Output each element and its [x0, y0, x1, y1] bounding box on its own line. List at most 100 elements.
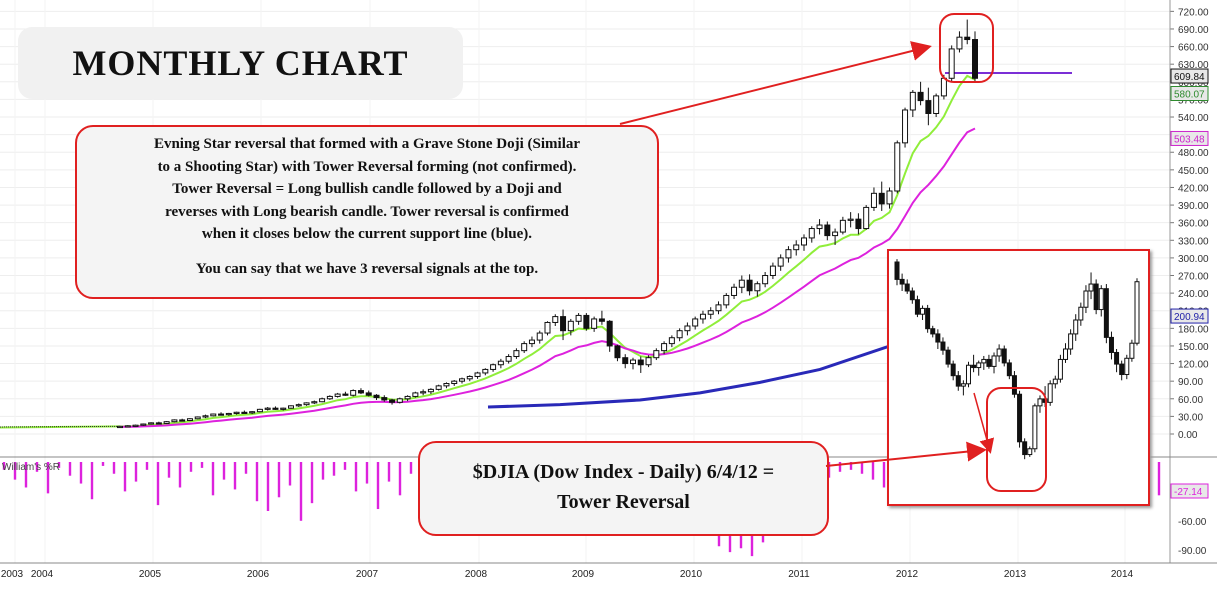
bull-candle	[676, 330, 683, 339]
bear-candle	[824, 224, 831, 237]
bull-candle	[738, 279, 745, 288]
bull-candle	[148, 422, 155, 425]
price-tag	[1170, 85, 1209, 101]
indicator-tick-label: -60.00	[1178, 517, 1207, 528]
y-tick-label: 480.00	[1178, 148, 1209, 159]
x-axis: 2003 2004 2005 2006 2007 2008 2009 2010 2011 2012…	[1, 569, 1134, 580]
dow-bull-candle	[981, 358, 987, 364]
dow-bull-candle	[1134, 281, 1140, 344]
dow-bull-candle	[1037, 398, 1043, 407]
callout-line: Tower Reversal = Long bullish candle fol…	[172, 181, 562, 197]
bull-candle	[777, 257, 784, 267]
dow-bear-candle	[1042, 398, 1048, 403]
y-tick-label: 0.00	[1178, 430, 1198, 441]
y-tick-label: 660.00	[1178, 43, 1209, 54]
bear-candle	[272, 407, 279, 410]
bull-candle	[194, 416, 201, 420]
y-tick-label: 450.00	[1178, 166, 1209, 177]
y-tick-label: 180.00	[1178, 324, 1209, 335]
dow-bull-candle	[960, 383, 966, 387]
bull-candle	[653, 350, 660, 359]
dow-bear-candle	[904, 283, 910, 292]
bull-candle	[233, 411, 240, 414]
bull-candle	[661, 343, 668, 352]
bull-candle	[839, 219, 846, 233]
bull-candle	[396, 398, 403, 403]
x-tick-label: 2010	[680, 569, 703, 580]
y-tick-label: 390.00	[1178, 201, 1209, 212]
bull-candle	[684, 325, 691, 332]
bull-candle	[956, 36, 963, 50]
dow-bear-candle	[899, 278, 905, 285]
dow-bull-candle	[920, 307, 926, 315]
bull-candle	[210, 413, 217, 417]
x-tick-label: 2012	[896, 569, 919, 580]
bull-candle	[847, 218, 854, 221]
price-tag	[1170, 308, 1209, 324]
indicator-tag-label: -27.14	[1174, 487, 1203, 498]
dow-inset-chart	[894, 259, 1140, 460]
bull-candle	[490, 364, 497, 370]
bear-candle	[606, 320, 613, 347]
dow-bull-candle	[1027, 448, 1033, 456]
bull-candle	[427, 388, 434, 393]
bear-candle	[218, 413, 225, 416]
dow-bear-candle	[925, 307, 931, 330]
y-tick-label: 30.00	[1178, 412, 1203, 423]
dow-bear-candle	[930, 328, 936, 335]
bull-candle	[132, 424, 139, 427]
dow-bear-candle	[950, 363, 956, 377]
bear-candle	[241, 411, 248, 414]
bear-candle	[622, 357, 629, 365]
y-tick-label: 60.00	[1178, 395, 1203, 406]
bull-candle	[264, 407, 271, 410]
bull-candle	[785, 249, 792, 259]
bear-candle	[389, 399, 396, 403]
indicator-axis: -60.00 -90.00 -27.14	[1170, 483, 1209, 557]
dow-bear-candle	[1011, 375, 1017, 395]
price-tag-label: 503.48	[1174, 134, 1205, 145]
bull-candle	[699, 313, 706, 320]
x-tick-label: 2006	[247, 569, 270, 580]
dow-bull-candle	[1032, 405, 1038, 450]
dow-bull-candle	[1124, 357, 1130, 376]
bull-candle	[420, 391, 427, 394]
bear-candle	[598, 318, 605, 322]
bull-candle	[256, 408, 263, 413]
bull-candle	[894, 142, 901, 192]
x-tick-label: 2014	[1111, 569, 1134, 580]
bull-candle	[435, 385, 442, 390]
bull-candle	[863, 206, 870, 230]
y-tick-label: 630.00	[1178, 60, 1209, 71]
bear-candle	[357, 390, 364, 394]
bull-candle	[808, 228, 815, 239]
bull-candle	[707, 310, 714, 315]
dow-bull-candle	[1078, 306, 1084, 321]
dow-bear-candle	[1093, 283, 1099, 311]
dow-bear-candle	[1022, 441, 1028, 456]
bull-candle	[536, 332, 543, 341]
callout-line: reverses with Long bearish candle. Tower…	[165, 203, 569, 220]
bull-candle	[591, 318, 598, 329]
bear-candle	[560, 316, 567, 332]
price-tag	[1170, 130, 1209, 146]
indicator-tick-label: -90.00	[1178, 546, 1207, 557]
bear-candle	[964, 36, 971, 41]
dow-bull-candle	[1088, 283, 1094, 292]
dow-callout-line-1: $DJIA (Dow Index - Daily) 6/4/12 =	[472, 461, 775, 483]
callout-line: Evning Star reversal that formed with a …	[153, 136, 581, 152]
bear-candle	[614, 345, 621, 359]
bull-candle	[731, 286, 738, 296]
bull-candle	[668, 337, 675, 345]
bull-candle	[474, 372, 481, 377]
bull-candle	[521, 343, 528, 352]
bear-candle	[972, 39, 978, 79]
y-tick-label: 300.00	[1178, 254, 1209, 265]
bull-candle	[202, 415, 209, 418]
bull-candle	[311, 401, 318, 404]
bull-candle	[326, 395, 333, 400]
dow-bull-candle	[1129, 342, 1135, 359]
dow-bear-candle	[955, 375, 961, 387]
dow-bull-candle	[1098, 288, 1104, 311]
price-tag-label: 200.94	[1174, 312, 1205, 323]
